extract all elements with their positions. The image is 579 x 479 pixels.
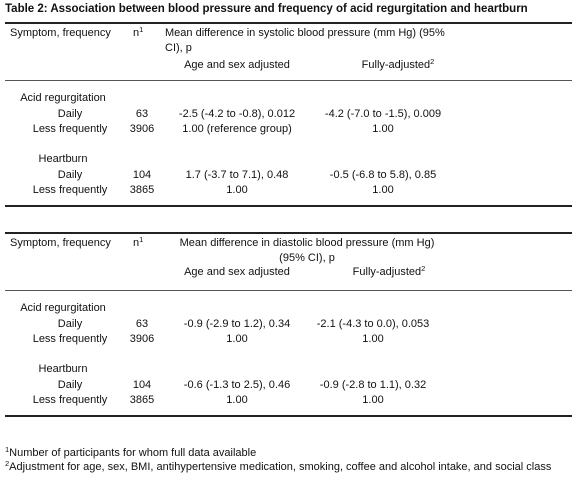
cell-value: 1.00	[226, 333, 248, 345]
row-label: Less frequently	[32, 184, 108, 196]
superscript: 1	[139, 25, 144, 34]
row-label: Daily	[57, 318, 83, 330]
cell-n: 104	[132, 379, 152, 391]
cell-value: 1.7 (-3.7 to 7.1), 0.48	[185, 169, 289, 181]
table-border	[5, 22, 572, 24]
cell-n: 63	[135, 108, 149, 120]
footnote: 2Adjustment for age, sex, BMI, antihyper…	[5, 459, 552, 474]
row-label: Less frequently	[32, 333, 108, 345]
row-label: Daily	[57, 379, 83, 391]
group-label: Heartburn	[38, 153, 88, 165]
group-label: Acid regurgitation	[20, 92, 106, 104]
table-title: Table 2: Association between blood press…	[5, 3, 528, 15]
cell-value: 1.00	[226, 394, 248, 406]
superscript: 1	[139, 235, 144, 244]
column-header: n1	[133, 25, 144, 39]
column-header: Mean difference in diastolic blood press…	[179, 237, 435, 249]
cell-value: 1.00 (reference group)	[182, 123, 292, 135]
cell-value: 1.00	[372, 123, 394, 135]
cell-value: -4.2 (-7.0 to -1.5), 0.009	[324, 108, 442, 120]
table-border	[5, 232, 572, 234]
column-subheader: Age and sex adjusted	[184, 266, 290, 278]
cell-value: -0.5 (-6.8 to 5.8), 0.85	[329, 169, 437, 181]
cell-value: -2.1 (-4.3 to 0.0), 0.053	[316, 318, 430, 330]
cell-n: 3865	[129, 184, 155, 196]
cell-value: -0.9 (-2.9 to 1.2), 0.34	[183, 318, 291, 330]
group-label: Acid regurgitation	[20, 302, 106, 314]
footnote-mark: 2	[5, 459, 10, 468]
footnote-text: Number of participants for whom full dat…	[9, 447, 257, 459]
superscript: 2	[421, 264, 426, 273]
column-header: Symptom, frequency	[10, 237, 111, 249]
cell-value: 1.00	[226, 184, 248, 196]
column-header: Mean difference in systolic blood pressu…	[165, 27, 445, 39]
table-border	[5, 205, 572, 207]
column-subheader: Fully-adjusted2	[352, 264, 426, 278]
cell-n: 63	[135, 318, 149, 330]
cell-value: 1.00	[362, 394, 384, 406]
column-header: CI), p	[165, 42, 192, 54]
row-label: Daily	[57, 169, 83, 181]
column-header: n1	[133, 235, 144, 249]
footnote-mark: 1	[5, 445, 10, 454]
cell-value: -0.6 (-1.3 to 2.5), 0.46	[183, 379, 291, 391]
group-label: Heartburn	[38, 363, 88, 375]
cell-n: 104	[132, 169, 152, 181]
cell-value: 1.00	[372, 184, 394, 196]
cell-n: 3865	[129, 394, 155, 406]
column-subheader: Fully-adjusted2	[361, 57, 435, 71]
column-header: Symptom, frequency	[10, 27, 111, 39]
table-border	[5, 415, 572, 417]
footnote: 1Number of participants for whom full da…	[5, 445, 257, 460]
row-label: Less frequently	[32, 394, 108, 406]
row-label: Less frequently	[32, 123, 108, 135]
cell-value: -2.5 (-4.2 to -0.8), 0.012	[178, 108, 296, 120]
footnote-text: Adjustment for age, sex, BMI, antihypert…	[9, 461, 552, 473]
cell-value: 1.00	[362, 333, 384, 345]
header-rule	[5, 80, 572, 81]
column-subheader: Age and sex adjusted	[184, 59, 290, 71]
header-rule	[5, 290, 572, 291]
cell-value: -0.9 (-2.8 to 1.1), 0.32	[319, 379, 427, 391]
cell-n: 3906	[129, 333, 155, 345]
cell-n: 3906	[129, 123, 155, 135]
column-header: (95% CI), p	[279, 252, 335, 264]
row-label: Daily	[57, 108, 83, 120]
superscript: 2	[430, 57, 435, 66]
